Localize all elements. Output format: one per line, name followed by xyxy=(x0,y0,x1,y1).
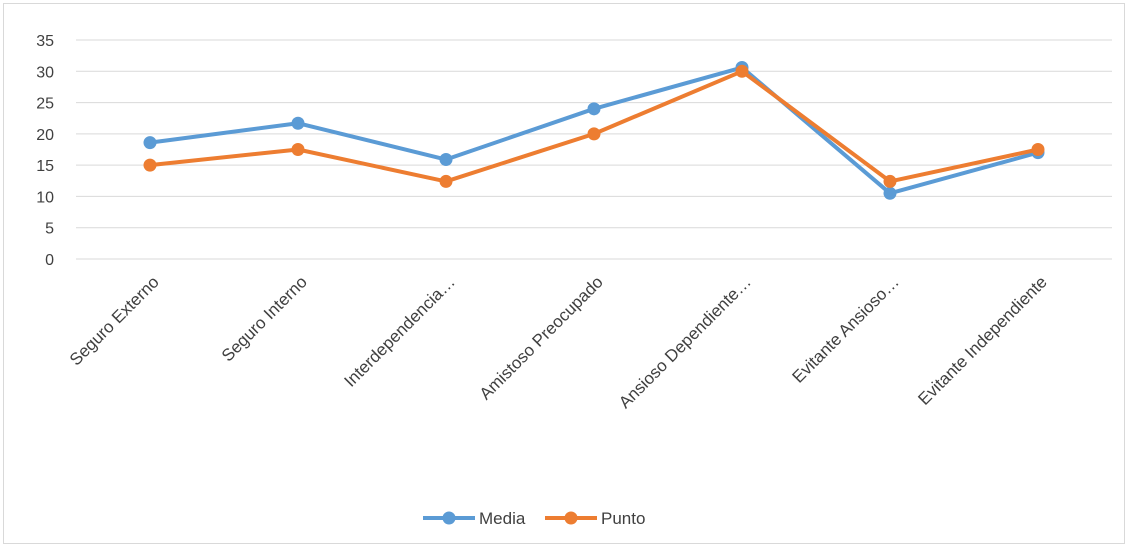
series-punto xyxy=(143,64,1045,188)
x-category-label: Seguro Interno xyxy=(218,272,311,365)
legend-label: Punto xyxy=(601,509,645,528)
data-point xyxy=(883,186,897,200)
data-point xyxy=(439,153,453,167)
y-tick-label: 30 xyxy=(36,64,54,81)
y-tick-label: 10 xyxy=(36,189,54,206)
data-point xyxy=(883,174,897,188)
y-tick-label: 15 xyxy=(36,158,54,175)
data-point xyxy=(1031,143,1045,156)
line-chart: 0 5 10 15 20 25 30 35 Seguro Externo Seguro Inte… xyxy=(36,33,1112,528)
data-point xyxy=(143,136,157,150)
x-category-label: Interdependencia… xyxy=(340,272,458,390)
data-point xyxy=(587,102,601,116)
data-point xyxy=(143,158,157,172)
data-point xyxy=(439,174,453,188)
x-axis-labels: Seguro Externo Seguro Interno Interdepende… xyxy=(66,272,1051,412)
data-point xyxy=(291,143,305,156)
legend: Media Punto xyxy=(423,509,645,528)
x-category-label: Seguro Externo xyxy=(66,272,163,369)
y-tick-label: 25 xyxy=(36,96,54,113)
series-media xyxy=(143,61,1045,200)
legend-swatch-marker xyxy=(564,511,578,525)
y-axis-ticks: 0 5 10 15 20 25 30 35 xyxy=(36,33,54,269)
series-group xyxy=(143,61,1045,200)
data-point xyxy=(587,127,601,141)
legend-item-punto: Punto xyxy=(545,509,645,528)
legend-label: Media xyxy=(479,509,526,528)
y-tick-label: 0 xyxy=(45,252,54,269)
y-tick-label: 20 xyxy=(36,127,54,144)
data-point xyxy=(291,116,305,130)
data-point xyxy=(735,64,749,78)
chart-frame: 0 5 10 15 20 25 30 35 Seguro Externo Seguro Inte… xyxy=(3,3,1125,544)
legend-item-media: Media xyxy=(423,509,526,528)
x-category-label: Ansioso Dependiente… xyxy=(615,272,755,412)
x-category-label: Amistoso Preocupado xyxy=(476,272,607,403)
y-tick-label: 35 xyxy=(36,33,54,50)
legend-swatch-marker xyxy=(442,511,456,525)
y-tick-label: 5 xyxy=(45,221,54,238)
x-category-label: Evitante Independiente xyxy=(914,272,1050,408)
x-category-label: Evitante Ansioso… xyxy=(788,272,902,386)
grid-lines xyxy=(76,39,1112,260)
